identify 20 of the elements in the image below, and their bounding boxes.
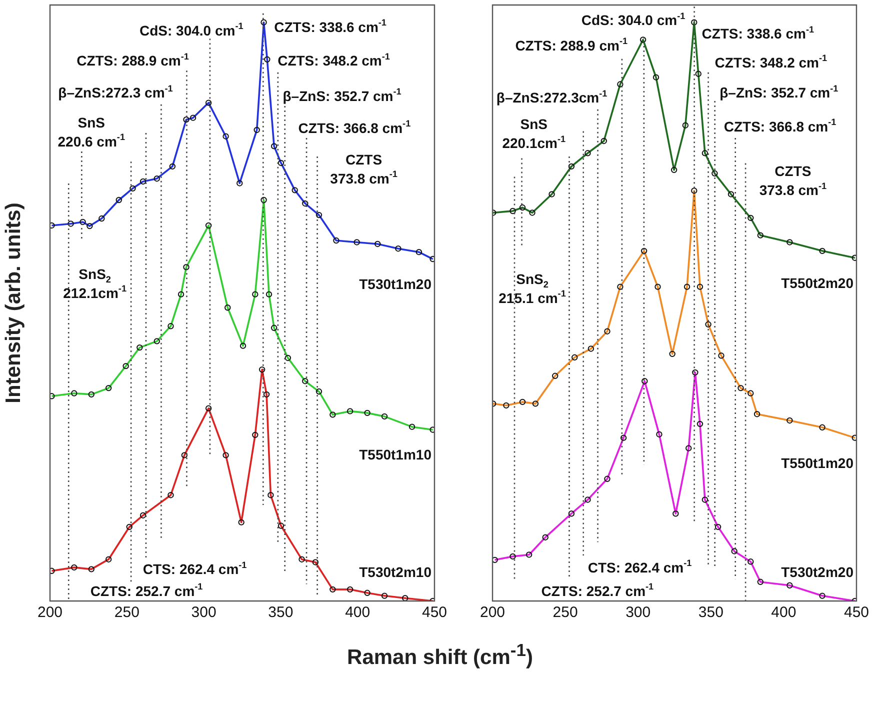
x-tick-label: 400 <box>771 604 796 622</box>
x-axis-title: Raman shift (cm$^{-1}$) <box>346 640 534 670</box>
x-tick-label: 250 <box>552 604 578 622</box>
x-tick-label: 200 <box>37 604 63 622</box>
x-tick-label: 350 <box>268 604 294 622</box>
x-tick-label: 200 <box>480 604 506 622</box>
x-tick-label: 400 <box>345 604 370 622</box>
x-tick-label: 300 <box>191 604 216 622</box>
x-tick-label: 250 <box>114 604 140 622</box>
series-label: T550t1m20 <box>781 454 854 471</box>
series-label: T530t1m20 <box>359 276 432 292</box>
x-tick-label: 450 <box>844 604 869 622</box>
x-tick-label: 300 <box>626 604 651 622</box>
series-label: T550t1m10 <box>359 446 432 463</box>
series-label: T530t2m20 <box>781 564 854 580</box>
x-tick-label: 350 <box>698 604 724 622</box>
series-label: T530t2m10 <box>359 564 432 580</box>
series-label: T550t2m20 <box>781 274 854 291</box>
y-axis-title: Intensity (arb. units) <box>2 202 25 404</box>
x-tick-label: 450 <box>422 604 447 622</box>
